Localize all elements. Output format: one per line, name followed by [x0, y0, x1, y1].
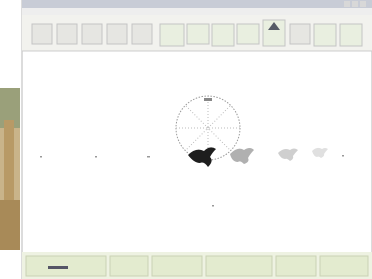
status-panel [206, 256, 272, 276]
status-text [48, 266, 68, 269]
status-panel [110, 256, 148, 276]
toolbar-button[interactable] [82, 24, 102, 44]
track-dot [147, 156, 150, 158]
maximize-button[interactable] [352, 1, 358, 7]
toolbar-button[interactable] [290, 24, 310, 44]
close-button[interactable] [360, 1, 366, 7]
track-dot [40, 156, 42, 158]
title-bar [22, 0, 372, 8]
screenshot [0, 0, 372, 279]
toolbar-button[interactable] [132, 24, 152, 44]
toolbar-button[interactable] [187, 24, 209, 44]
toolbar-button[interactable] [107, 24, 127, 44]
track-dot [95, 156, 97, 158]
toolbar-button[interactable] [340, 24, 362, 46]
menu-bar [22, 8, 372, 15]
toolbar-button[interactable] [32, 24, 52, 44]
track-dot [342, 155, 344, 157]
toolbar-button[interactable] [160, 24, 184, 46]
status-panel [152, 256, 202, 276]
toolbar-button[interactable] [314, 24, 336, 46]
photo-strip [0, 88, 20, 250]
photo-ground [0, 200, 20, 250]
minimize-button[interactable] [344, 1, 350, 7]
radar-label [204, 98, 212, 101]
toolbar-button[interactable] [237, 24, 259, 44]
status-panel [320, 256, 368, 276]
toolbar-button[interactable] [212, 24, 234, 46]
page [0, 0, 372, 279]
status-panel [276, 256, 316, 276]
toolbar-button[interactable] [57, 24, 77, 44]
track-dot [212, 205, 214, 207]
